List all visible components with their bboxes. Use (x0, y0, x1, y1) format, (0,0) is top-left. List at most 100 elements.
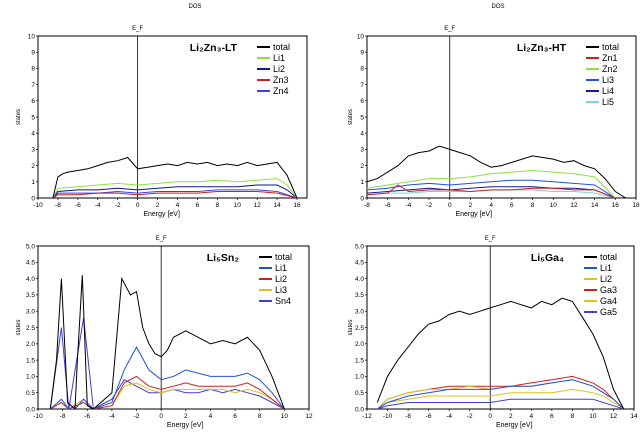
plot-frame (366, 35, 637, 199)
y-tick-label: 2 (31, 163, 35, 170)
x-tick-label: 16 (293, 202, 301, 209)
y-tick-label: 7 (31, 82, 35, 89)
y-tick-label: 6 (360, 98, 364, 105)
x-axis-label: Energy [eV] (496, 422, 533, 429)
y-tick-label: 0.5 (355, 390, 364, 397)
x-tick-label: -10 (33, 202, 43, 209)
y-tick-label: 1.5 (355, 357, 364, 364)
x-tick-label: -10 (33, 413, 43, 420)
y-tick-label: 8 (31, 66, 35, 73)
y-tick-label: 1.0 (355, 374, 364, 381)
x-tick-label: 2 (469, 202, 473, 209)
y-axis-label: states (348, 109, 354, 125)
fermi-label: E_F (132, 26, 143, 32)
series-line-total (367, 145, 626, 198)
x-tick-label: -6 (75, 202, 81, 209)
y-tick-label: 0 (31, 195, 35, 202)
y-tick-label: 1.5 (26, 357, 35, 364)
x-tick-label: -8 (55, 202, 61, 209)
series-line-total (49, 275, 285, 409)
x-tick-label: 6 (196, 202, 200, 209)
y-axis-label: states (348, 319, 354, 335)
chart-title: Li₅Ga₄ (531, 252, 564, 264)
x-tick-label: -4 (95, 202, 101, 209)
chart-header: DOS (491, 4, 504, 10)
series-line-li1 (377, 379, 625, 409)
legend-label-ga3: Ga3 (600, 285, 617, 295)
x-tick-label: 2 (156, 202, 160, 209)
y-tick-label: 4.5 (26, 260, 35, 267)
y-tick-label: 9 (31, 50, 35, 57)
y-tick-label: 4 (31, 131, 35, 138)
x-tick-label: 14 (591, 202, 599, 209)
x-tick-label: -6 (426, 413, 432, 420)
x-tick-label: 14 (273, 202, 281, 209)
chart-title: Li₅Sn₂ (207, 252, 240, 264)
x-tick-label: 12 (610, 413, 618, 420)
legend-label-li2: Li2 (273, 64, 285, 74)
y-axis-label: states (16, 109, 22, 125)
legend-label-zn3: Zn3 (273, 75, 289, 85)
x-tick-label: 8 (216, 202, 220, 209)
x-tick-label: -8 (405, 413, 411, 420)
series-line-zn1 (367, 184, 616, 198)
legend-label-total: total (602, 42, 619, 52)
y-tick-label: 4 (360, 131, 364, 138)
x-tick-label: 2 (184, 413, 188, 420)
fermi-label: E_F (444, 26, 455, 32)
x-tick-label: 0 (159, 413, 163, 420)
plot-frame (37, 245, 310, 410)
x-tick-label: 18 (632, 202, 640, 209)
legend-label-li4: Li4 (602, 86, 614, 96)
x-tick-label: 4 (176, 202, 180, 209)
legend-label-ga5: Ga5 (600, 307, 617, 317)
chart-title: Li₂Zn₃-HT (517, 42, 567, 54)
series-line-ga5 (377, 398, 624, 409)
x-tick-label: 2 (509, 413, 513, 420)
x-tick-label: 4 (209, 413, 213, 420)
y-tick-label: 3.0 (26, 309, 35, 316)
x-axis-label: Energy [eV] (143, 211, 180, 218)
y-tick-label: 10 (357, 33, 365, 40)
y-tick-label: 0.0 (355, 406, 364, 413)
legend-label-li1: Li1 (600, 263, 612, 273)
legend-label-li3: Li3 (275, 285, 287, 295)
x-tick-label: -2 (467, 413, 473, 420)
legend-label-li1: Li1 (275, 263, 287, 273)
y-tick-label: 2.5 (26, 325, 35, 332)
y-tick-label: 2 (360, 163, 364, 170)
y-tick-label: 1.0 (26, 374, 35, 381)
series-line-li1 (52, 178, 298, 198)
y-tick-label: 4.0 (26, 276, 35, 283)
x-tick-label: 12 (305, 413, 313, 420)
y-tick-label: 0.0 (26, 406, 35, 413)
x-tick-label: -2 (115, 202, 121, 209)
y-tick-label: 0 (360, 195, 364, 202)
legend-label-li1: Li1 (273, 53, 285, 63)
y-tick-label: 3.5 (355, 292, 364, 299)
x-tick-label: -2 (134, 413, 140, 420)
y-tick-label: 4.5 (355, 260, 364, 267)
x-tick-label: -6 (385, 202, 391, 209)
x-tick-label: 4 (489, 202, 493, 209)
series-line-li2 (52, 184, 298, 198)
series-line-ga3 (376, 375, 625, 409)
y-tick-label: 0.5 (26, 390, 35, 397)
y-tick-label: 3 (31, 147, 35, 154)
y-tick-label: 2.0 (26, 341, 35, 348)
series-line-li1 (49, 346, 285, 409)
y-tick-label: 10 (28, 33, 36, 40)
plot-frame (366, 245, 635, 410)
y-tick-label: 8 (360, 66, 364, 73)
x-tick-label: -8 (364, 202, 370, 209)
legend-label-li5: Li5 (602, 97, 614, 107)
x-tick-label: 16 (612, 202, 620, 209)
y-tick-label: 1 (360, 179, 364, 186)
x-axis-label: Energy [eV] (455, 211, 492, 218)
x-tick-label: 8 (531, 202, 535, 209)
legend-label-zn1: Zn1 (602, 53, 618, 63)
y-tick-label: 2.5 (355, 325, 364, 332)
fermi-label: E_F (485, 236, 496, 242)
x-tick-label: -4 (109, 413, 115, 420)
